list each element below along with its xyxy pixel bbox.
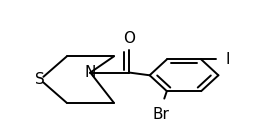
Text: S: S <box>35 72 45 87</box>
Text: O: O <box>123 31 135 46</box>
Text: I: I <box>225 52 230 67</box>
Text: N: N <box>85 65 96 80</box>
Text: Br: Br <box>152 107 169 122</box>
